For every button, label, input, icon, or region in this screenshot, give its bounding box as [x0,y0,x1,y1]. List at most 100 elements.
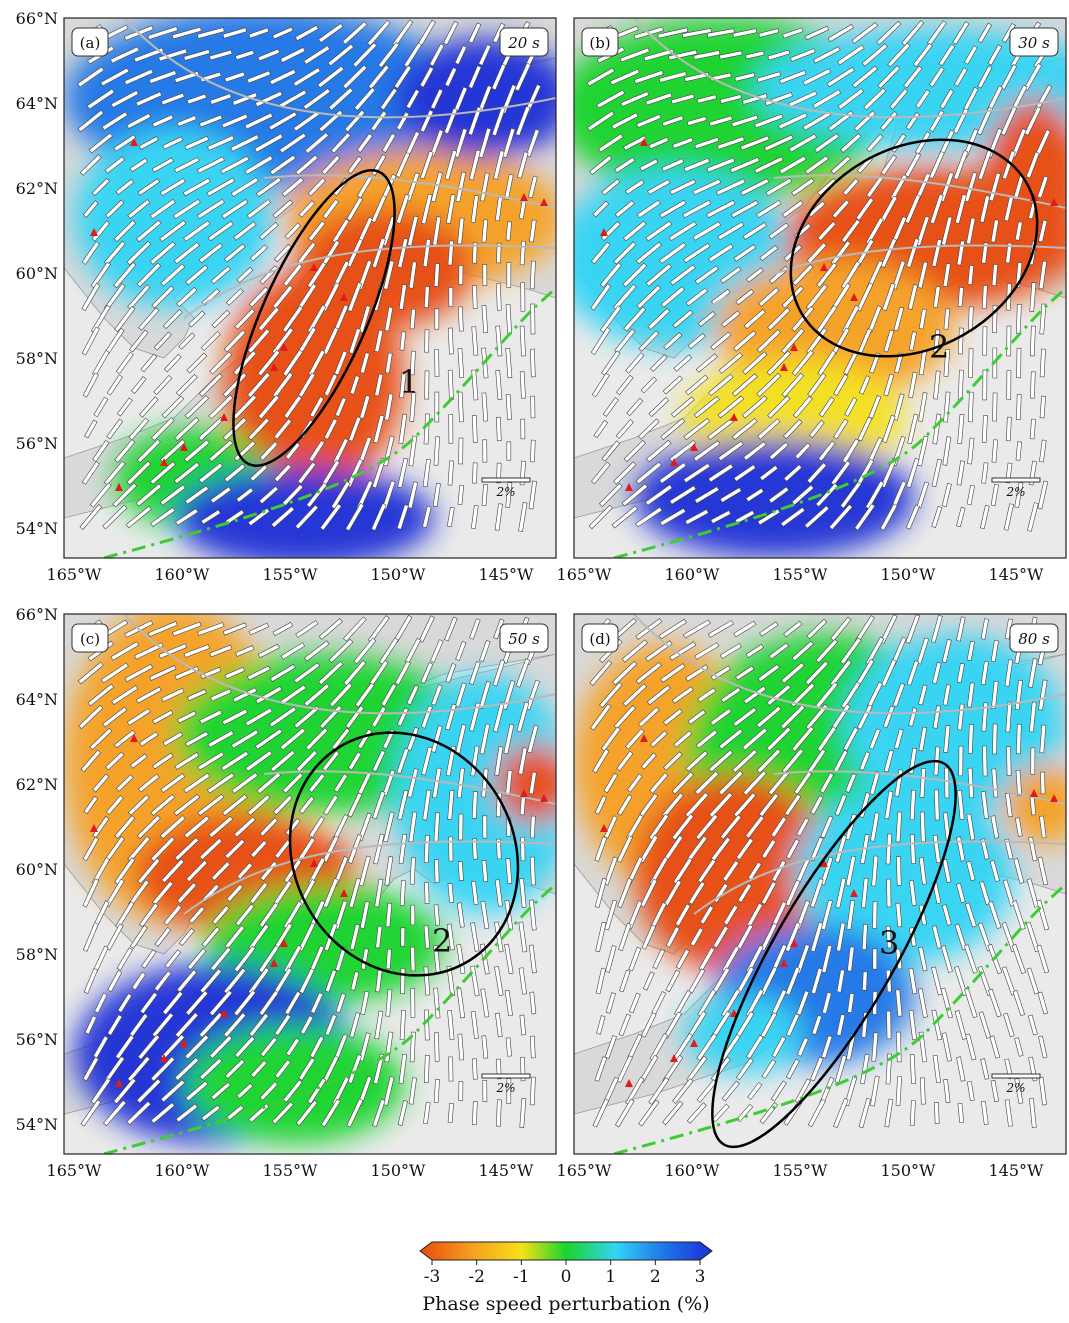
anisotropy-bar [600,726,621,752]
anisotropy-bar [137,773,160,793]
anisotropy-bar [424,882,430,904]
anisotropy-bar [880,154,898,176]
anisotropy-bar [458,437,464,465]
anisotropy-bar [872,948,878,970]
anisotropy-bar [504,173,514,201]
anisotropy-bar [176,115,197,127]
anisotropy-bar [126,1100,152,1126]
anisotropy-bar [89,482,112,508]
anisotropy-bar [768,486,790,504]
anisotropy-bar [433,1079,440,1103]
anisotropy-bar [234,1035,256,1059]
anisotropy-bar [159,439,186,463]
anomaly-ellipse [789,138,1039,358]
anisotropy-bar [131,971,146,991]
anisotropy-bar [662,375,683,395]
anisotropy-bar [235,903,255,927]
anisotropy-bar [199,1057,223,1081]
anisotropy-bar [106,923,124,951]
anisotropy-bar [743,685,767,705]
anisotropy-bar [210,265,232,285]
fault-line [183,244,556,319]
anisotropy-bar [646,439,672,463]
anisotropy-bar [135,91,163,107]
colorbar-tick-label: -3 [424,1267,441,1287]
anisotropy-bar [210,1081,231,1101]
anisotropy-bar [103,460,126,486]
anisotropy-bar [248,286,269,308]
anisotropy-bar [740,135,770,151]
velocity-anomaly-region [394,38,556,158]
anisotropy-bar [821,944,833,974]
latitude-tick-label: 64°N [16,94,58,113]
anisotropy-bar [929,193,944,225]
fault-line [693,244,1066,319]
anisotropy-bar [670,93,695,105]
anisotropy-bar [348,877,362,909]
anisotropy-bar [409,308,416,330]
anisotropy-bar [506,441,512,461]
anisotropy-bar [174,1057,200,1081]
anisotropy-bar [395,152,411,178]
anisotropy-bar [694,642,720,660]
panel-label-box [581,623,619,653]
anisotropy-bar [221,113,249,129]
anisotropy-bar [909,833,916,865]
anisotropy-bar [675,948,690,970]
anisotropy-bar [674,903,691,927]
anisotropy-bar [671,686,694,704]
anisotropy-bar [247,417,270,441]
anisotropy-bar [1005,242,1013,264]
anisotropy-bar [182,177,211,197]
anisotropy-bar [622,262,648,288]
anisotropy-bar [479,723,491,755]
anisotropy-bar [892,682,906,708]
anisotropy-bar [136,1078,162,1104]
anisotropy-bar [104,156,126,174]
anisotropy-bar [894,352,904,374]
period-label: 20 s [507,34,540,52]
anisotropy-bar [828,504,853,530]
anisotropy-bar [1030,747,1036,775]
anisotropy-bar [635,661,662,685]
anisotropy-bar [846,899,856,931]
anisotropy-bar [197,751,225,771]
anisotropy-bar [385,989,393,1017]
anisotropy-bar [154,927,172,947]
phase-velocity-field [574,18,1066,558]
anisotropy-bar [783,620,803,638]
anisotropy-bar [431,684,443,706]
anisotropy-bar [693,440,721,462]
anisotropy-bar [766,350,792,376]
anisotropy-bar [880,659,897,687]
anisotropy-bar [768,642,790,660]
anisotropy-bar [613,704,637,730]
anisotropy-bar [295,504,319,530]
anisotropy-bar [138,902,159,928]
anisotropy-bar [954,923,968,951]
anomaly-number: 3 [879,924,899,962]
anisotropy-bar [273,243,292,263]
anisotropy-bar [208,439,234,463]
anisotropy-bar [887,42,911,68]
anisotropy-bar [991,439,999,463]
anisotropy-bar [792,395,813,419]
anisotropy-bar [384,306,394,332]
anisotropy-bar [398,413,408,445]
anisotropy-bar [811,1014,823,1036]
anisotropy-bar [895,811,903,843]
anisotropy-bar [837,88,865,110]
anisotropy-bar [444,149,458,181]
anisotropy-bar [820,815,834,839]
anisotropy-bar [447,327,454,355]
scale-bar-label: 2% [495,485,515,499]
anisotropy-bar [359,352,370,374]
anisotropy-bar [92,773,110,793]
anisotropy-bar [990,219,1000,243]
anisotropy-bar [106,374,123,396]
anisotropy-bar [407,768,419,798]
anisotropy-bar [931,925,942,949]
anisotropy-bar [423,1101,431,1125]
anisotropy-bar [373,1053,385,1085]
anisotropy-bar [406,684,420,706]
